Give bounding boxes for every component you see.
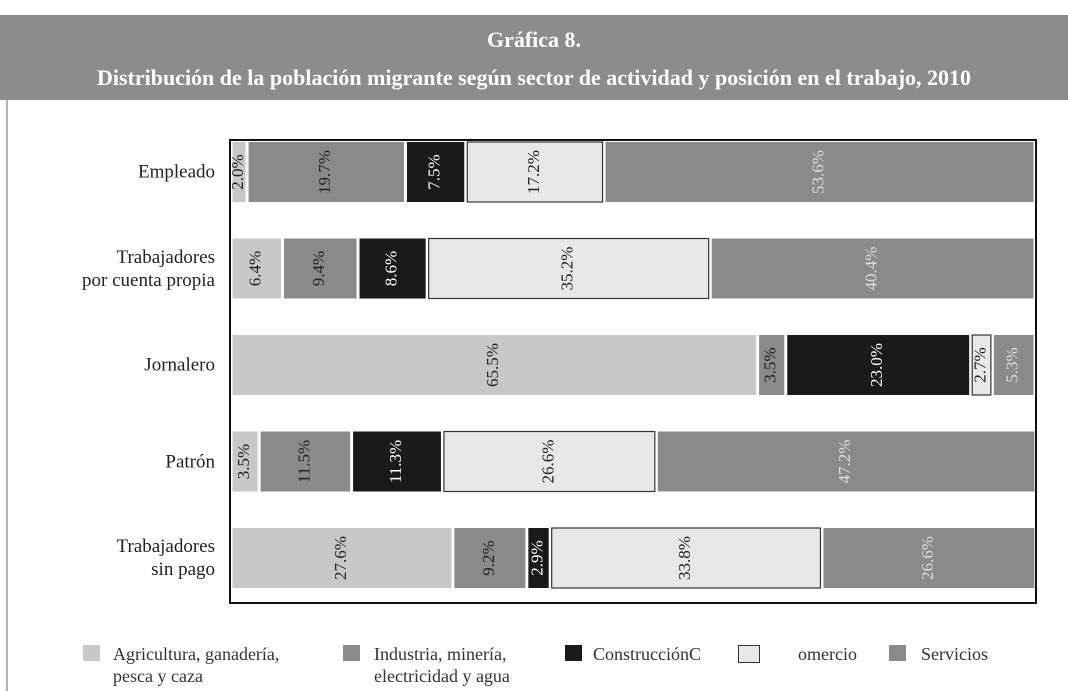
value-label: 11.3% [386,440,405,483]
category-label: Empleado [137,161,215,183]
legend-label: Industria, minería, electricidad y agua [374,644,510,686]
bar-segment [759,335,785,395]
plot-frame [229,139,1037,604]
value-label: 2.9% [527,540,546,575]
legend-label: Agricultura, ganadería, pesca y caza [113,644,280,686]
bar-segment [248,142,404,202]
bar-segment [993,335,1034,395]
bar-segment [551,527,822,589]
legend-swatch [343,645,360,661]
bar-segment [260,431,351,492]
bar-segment [711,238,1034,299]
value-label: 6.4% [246,251,265,286]
value-label: 40.4% [861,247,880,291]
legend-swatch [565,645,582,661]
value-label: 11.5% [294,440,313,483]
value-label: 53.6% [808,150,827,194]
bar-segment [466,141,604,203]
bar-segment [528,528,549,588]
legend-swatch [889,645,906,661]
bar-segment [232,142,246,202]
header-band [0,15,1068,100]
value-label: 5.3% [1003,347,1022,382]
legend-label: omercio [798,644,857,664]
bar-segment [971,334,992,396]
value-label: 8.6% [382,251,401,286]
category-label: Jornalero [144,354,215,376]
value-label: 17.2% [524,150,543,194]
bar-segment [283,238,357,299]
bar-segment [359,238,426,299]
bar-segment [605,142,1034,202]
chart-title: Gráfica 8. [487,27,581,52]
category-label: Patrón [165,451,215,472]
bar-segment [454,528,526,588]
value-label: 19.7% [315,150,334,194]
value-label: 26.6% [918,536,937,580]
chart-subtitle: Distribución de la población migrante se… [97,65,971,90]
bar-segment [232,335,757,395]
bar-segment [443,430,656,493]
bar-segment [657,431,1035,492]
value-label: 23.0% [867,343,886,387]
value-label: 7.5% [425,154,444,189]
bar-segment [232,528,452,588]
value-label: 33.8% [675,536,694,580]
value-label: 2.0% [228,154,247,189]
value-label: 35.2% [558,247,577,291]
bar-segment [823,528,1035,588]
value-label: 27.6% [331,536,350,580]
legend-label: Servicios [921,644,988,664]
value-label: 47.2% [835,440,854,484]
value-label: 2.7% [970,347,989,382]
value-label: 9.2% [479,540,498,575]
value-label: 3.5% [761,347,780,382]
bar-segment [232,238,281,299]
legend-swatch [738,645,760,663]
bar-segment [406,142,465,202]
bar-segment [787,335,970,395]
legend-label: ConstrucciónC [593,644,701,664]
value-label: 65.5% [483,343,502,387]
value-label: 9.4% [309,251,328,286]
category-label: Trabajadores por cuenta propia [82,246,215,291]
bar-segment [353,431,441,492]
bar-segment [232,431,258,492]
bar-segment [428,237,710,300]
category-label: Trabajadores sin pago [116,536,216,580]
value-label: 3.5% [234,444,253,479]
legend-swatch [83,645,100,661]
value-label: 26.6% [538,440,557,484]
